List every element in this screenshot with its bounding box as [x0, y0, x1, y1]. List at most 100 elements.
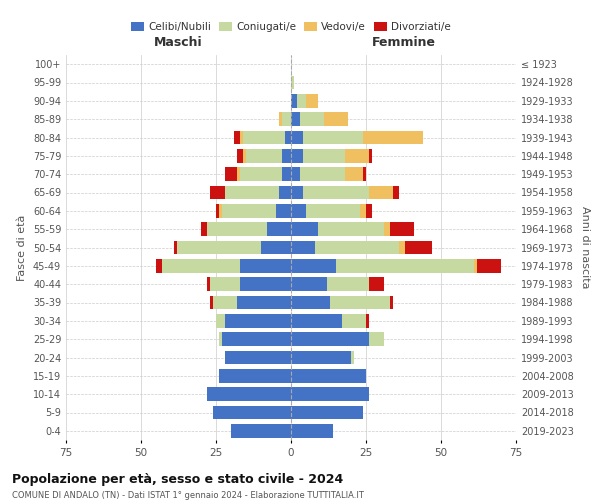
Bar [291, 388, 369, 401]
Bar [213, 406, 291, 419]
Bar [174, 240, 177, 254]
Bar [240, 259, 291, 272]
Bar [342, 314, 366, 328]
Bar [207, 222, 267, 236]
Bar [261, 240, 291, 254]
Bar [276, 204, 291, 218]
Bar [291, 278, 327, 291]
Bar [213, 296, 237, 310]
Bar [405, 240, 432, 254]
Bar [216, 314, 225, 328]
Bar [390, 296, 393, 310]
Bar [291, 350, 351, 364]
Bar [285, 130, 291, 144]
Bar [366, 314, 369, 328]
Y-axis label: Anni di nascita: Anni di nascita [580, 206, 590, 289]
Bar [243, 149, 246, 162]
Bar [291, 296, 330, 310]
Bar [231, 424, 291, 438]
Bar [207, 388, 291, 401]
Bar [237, 296, 291, 310]
Bar [234, 130, 240, 144]
Bar [369, 332, 384, 346]
Bar [279, 186, 291, 200]
Bar [324, 112, 348, 126]
Bar [318, 222, 384, 236]
Bar [225, 314, 291, 328]
Legend: Celibi/Nubili, Coniugati/e, Vedovi/e, Divorziati/e: Celibi/Nubili, Coniugati/e, Vedovi/e, Di… [127, 18, 455, 36]
Bar [240, 278, 291, 291]
Bar [399, 240, 405, 254]
Bar [360, 204, 366, 218]
Bar [291, 112, 300, 126]
Bar [384, 222, 390, 236]
Bar [225, 168, 237, 181]
Text: COMUNE DI ANDALO (TN) - Dati ISTAT 1° gennaio 2024 - Elaborazione TUTTITALIA.IT: COMUNE DI ANDALO (TN) - Dati ISTAT 1° ge… [12, 491, 364, 500]
Bar [336, 259, 474, 272]
Bar [225, 350, 291, 364]
Bar [369, 149, 372, 162]
Bar [201, 222, 207, 236]
Bar [291, 204, 306, 218]
Bar [243, 130, 285, 144]
Bar [306, 94, 318, 108]
Bar [282, 149, 291, 162]
Bar [300, 112, 324, 126]
Bar [222, 332, 291, 346]
Bar [297, 94, 306, 108]
Y-axis label: Fasce di età: Fasce di età [17, 214, 27, 280]
Bar [225, 186, 279, 200]
Bar [474, 259, 477, 272]
Bar [210, 186, 225, 200]
Bar [237, 168, 240, 181]
Bar [291, 186, 303, 200]
Bar [282, 112, 291, 126]
Bar [369, 278, 384, 291]
Bar [291, 314, 342, 328]
Text: Maschi: Maschi [154, 36, 203, 50]
Bar [210, 278, 240, 291]
Bar [156, 259, 162, 272]
Bar [306, 204, 360, 218]
Bar [291, 240, 315, 254]
Bar [303, 186, 369, 200]
Bar [291, 369, 366, 382]
Bar [291, 149, 303, 162]
Bar [177, 240, 261, 254]
Bar [345, 168, 363, 181]
Bar [240, 130, 243, 144]
Bar [237, 149, 243, 162]
Bar [291, 406, 363, 419]
Bar [351, 350, 354, 364]
Bar [162, 259, 240, 272]
Bar [219, 369, 291, 382]
Bar [303, 130, 363, 144]
Bar [303, 149, 345, 162]
Bar [291, 424, 333, 438]
Bar [330, 296, 390, 310]
Bar [363, 168, 366, 181]
Bar [477, 259, 501, 272]
Bar [216, 204, 219, 218]
Bar [315, 240, 399, 254]
Bar [345, 149, 369, 162]
Bar [291, 332, 369, 346]
Bar [279, 112, 282, 126]
Bar [291, 168, 300, 181]
Bar [291, 222, 318, 236]
Bar [390, 222, 414, 236]
Bar [291, 94, 297, 108]
Bar [246, 149, 282, 162]
Bar [267, 222, 291, 236]
Bar [363, 130, 423, 144]
Bar [222, 204, 276, 218]
Text: Popolazione per età, sesso e stato civile - 2024: Popolazione per età, sesso e stato civil… [12, 472, 343, 486]
Bar [282, 168, 291, 181]
Bar [240, 168, 282, 181]
Bar [219, 204, 222, 218]
Text: Femmine: Femmine [371, 36, 436, 50]
Bar [369, 186, 393, 200]
Bar [291, 130, 303, 144]
Bar [291, 76, 294, 90]
Bar [207, 278, 210, 291]
